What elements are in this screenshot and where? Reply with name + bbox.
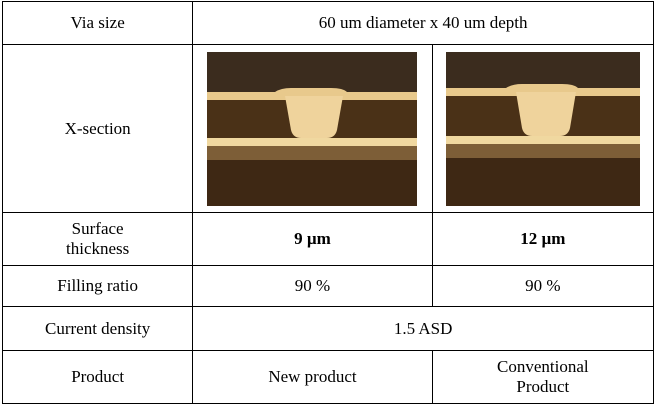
label-cell: Current density	[3, 307, 193, 351]
row: Via size 60 um diameter x 40 um depth	[3, 2, 654, 45]
spec-table: Via size 60 um diameter x 40 um depth X-…	[2, 1, 654, 404]
label-cell: Surface thickness	[3, 213, 193, 266]
value-cell: 12 µm	[432, 213, 653, 266]
row: Surface thickness 9 µm 12 µm	[3, 213, 654, 266]
value-cell: New product	[193, 351, 432, 404]
label-cell: Filling ratio	[3, 266, 193, 307]
label-cell: X-section	[3, 45, 193, 213]
value-cell: 1.5 ASD	[193, 307, 654, 351]
value-text: 9 µm	[294, 229, 331, 248]
value-cell: 9 µm	[193, 213, 432, 266]
image-cell	[193, 45, 432, 213]
value-text: 12 µm	[520, 229, 565, 248]
value-cell: 90 %	[432, 266, 653, 307]
value-cell: 60 um diameter x 40 um depth	[193, 2, 654, 45]
cross-section-image	[207, 52, 417, 206]
value-cell: Conventional Product	[432, 351, 653, 404]
value-cell: 90 %	[193, 266, 432, 307]
row: Filling ratio 90 % 90 %	[3, 266, 654, 307]
row: Current density 1.5 ASD	[3, 307, 654, 351]
label-cell: Product	[3, 351, 193, 404]
row: X-section	[3, 45, 654, 213]
image-cell	[432, 45, 653, 213]
cross-section-image	[446, 52, 640, 206]
page: Via size 60 um diameter x 40 um depth X-…	[0, 0, 658, 406]
label-text: Surface thickness	[48, 219, 148, 259]
row: Product New product Conventional Product	[3, 351, 654, 404]
label-cell: Via size	[3, 2, 193, 45]
value-text: Conventional Product	[488, 357, 598, 397]
